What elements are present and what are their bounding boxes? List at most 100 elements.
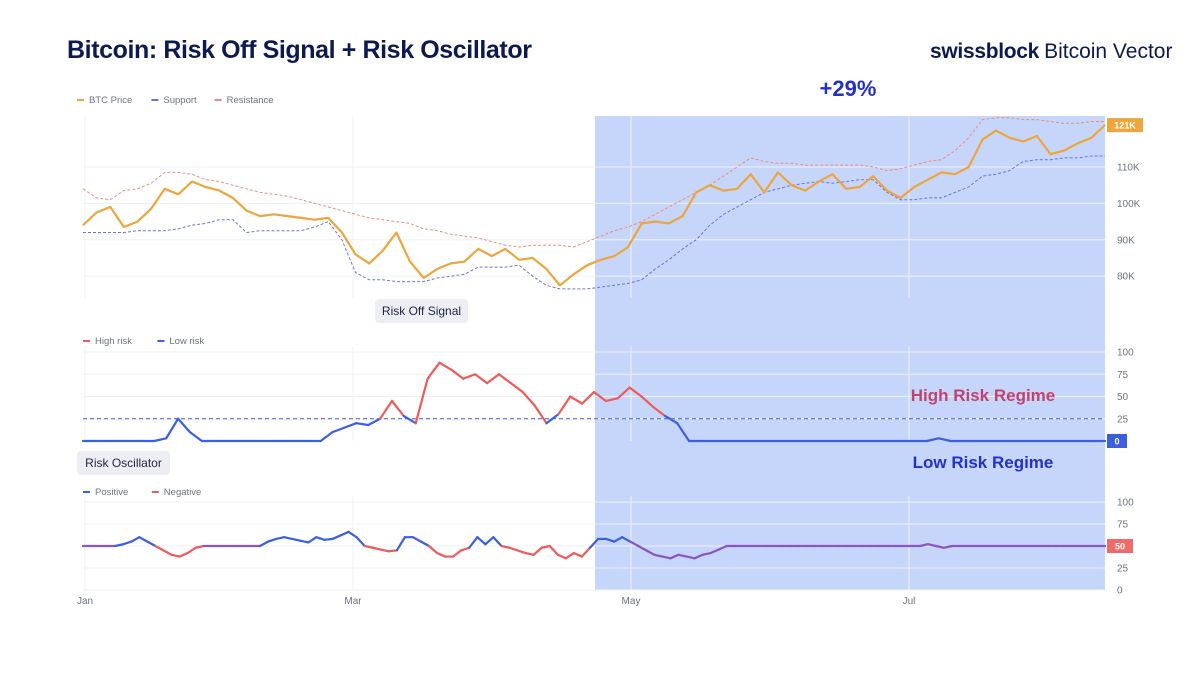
osc-last-badge-bg	[1107, 539, 1133, 553]
risk-y-tick: 75	[1117, 370, 1129, 381]
oscillator-segment	[926, 543, 938, 548]
brand-logo: swissblock Bitcoin Vector	[930, 40, 1172, 64]
oscillator-segment	[484, 536, 495, 546]
oscillator-segment	[500, 544, 511, 549]
risk-signal-segment	[355, 422, 370, 427]
oscillator-segment	[572, 551, 584, 558]
oscillator-segment	[604, 537, 616, 543]
risk-signal-segment	[331, 426, 346, 434]
risk-signal-segment	[664, 414, 679, 425]
oscillator-segment	[371, 546, 382, 551]
oscillator-segment	[677, 553, 688, 558]
risk-oscillator-title: Risk Oscillator	[77, 451, 170, 475]
risk-signal-segment	[676, 422, 691, 443]
risk-y-tick: 25	[1117, 414, 1129, 425]
price-legend-label-2: Resistance	[227, 95, 274, 106]
risk-oscillator-title-box	[77, 451, 170, 475]
oscillator-segment	[476, 536, 487, 546]
risk-signal-segment	[652, 406, 667, 418]
osc-y-tick: 100	[1117, 498, 1134, 509]
price-legend-label-0: BTC Price	[89, 95, 132, 106]
osc-last-badge: 50	[1107, 539, 1133, 553]
oscillator-segment	[323, 537, 334, 541]
oscillator-segment	[299, 539, 310, 544]
resistance-line	[82, 117, 1105, 248]
legends: BTC Price Support Resistance High risk Low r…	[77, 95, 274, 498]
risk-legend-label-0: High risk	[95, 336, 132, 347]
oscillator-segment	[379, 548, 390, 553]
risk-signal-segment	[343, 422, 358, 429]
risk-off-signal-title-box	[375, 299, 468, 323]
oscillator-segment	[564, 551, 575, 560]
oscillator-segment	[130, 536, 141, 543]
price-y-tick: 100K	[1117, 199, 1141, 210]
oscillator-segment	[621, 536, 632, 543]
risk-signal-segment	[545, 413, 560, 425]
osc-last-badge-text: 50	[1115, 542, 1125, 552]
oscillator-segment	[693, 553, 704, 560]
oscillator-segment	[122, 540, 133, 546]
risk-signal-segment	[628, 386, 643, 398]
price-y-tick: 90K	[1117, 235, 1135, 246]
risk-last-badge: 0	[1107, 434, 1127, 448]
oscillator-segment	[178, 551, 189, 558]
oscillator-segment	[685, 555, 696, 560]
osc-y-tick: 25	[1117, 564, 1129, 575]
x-tick-mar: Mar	[344, 596, 362, 607]
osc-y-tick: 75	[1117, 520, 1129, 531]
risk-signal-segment	[414, 377, 429, 425]
oscillator-segment	[629, 540, 640, 548]
price-y-tick: 110K	[1117, 162, 1140, 173]
oscillator-segment	[524, 551, 535, 556]
oscillator-segment	[170, 553, 181, 558]
oscillator-segment	[942, 544, 954, 549]
risk-signal-segment	[592, 390, 607, 403]
oscillator-segment	[492, 536, 503, 548]
oscillator-segment	[266, 537, 278, 543]
oscillator-segment	[709, 548, 720, 555]
oscillator-segment	[146, 540, 157, 548]
support-line	[83, 155, 1105, 290]
risk-signal-segment	[616, 386, 631, 400]
oscillator-segment	[661, 555, 672, 560]
risk-y-tick: 50	[1117, 392, 1129, 403]
oscillator-segment	[347, 530, 358, 539]
risk-signal-segment	[462, 373, 477, 380]
osc-legend-label-0: Positive	[95, 487, 128, 498]
oscillator-segment	[275, 536, 286, 541]
risk-oscillator-title-text: Risk Oscillator	[85, 456, 162, 470]
price-last-badge: 121K	[1107, 118, 1143, 133]
x-tick-jul: Jul	[903, 596, 916, 607]
oscillator-segment	[637, 544, 648, 552]
risk-signal-segment	[450, 368, 465, 380]
oscillator-segment	[186, 546, 197, 555]
high-risk-regime-label: High Risk Regime	[911, 386, 1056, 405]
x-tick-jan: Jan	[77, 596, 93, 607]
oscillator-segment	[419, 540, 431, 548]
value-badges: 121K 0 50	[1107, 118, 1143, 553]
oscillator-segment	[363, 544, 374, 549]
series-layer	[81, 117, 1107, 560]
risk-signal-segment	[319, 431, 334, 443]
oscillator-segment	[435, 551, 447, 558]
risk-signal-segment	[153, 437, 168, 443]
oscillator-segment	[387, 549, 398, 553]
risk-signal-segment	[402, 414, 417, 425]
risk-signal-segment	[188, 431, 203, 443]
risk-signal-segment	[640, 395, 655, 409]
oscillator-segment	[291, 537, 302, 542]
oscillator-segment	[580, 546, 592, 558]
risk-signal-segment	[521, 390, 536, 407]
oscillator-segment	[669, 553, 680, 560]
risk-signal-segment	[176, 417, 192, 434]
x-tick-may: May	[622, 596, 641, 607]
risk-signal-segment	[925, 437, 940, 443]
risk-signal-segment	[426, 361, 441, 380]
oscillator-segment	[701, 551, 712, 556]
btc-price-line	[82, 124, 1106, 287]
oscillator-segment	[258, 540, 270, 548]
oscillator-segment	[162, 549, 173, 556]
oscillator-segment	[460, 546, 471, 552]
risk-last-badge-bg	[1107, 434, 1127, 448]
